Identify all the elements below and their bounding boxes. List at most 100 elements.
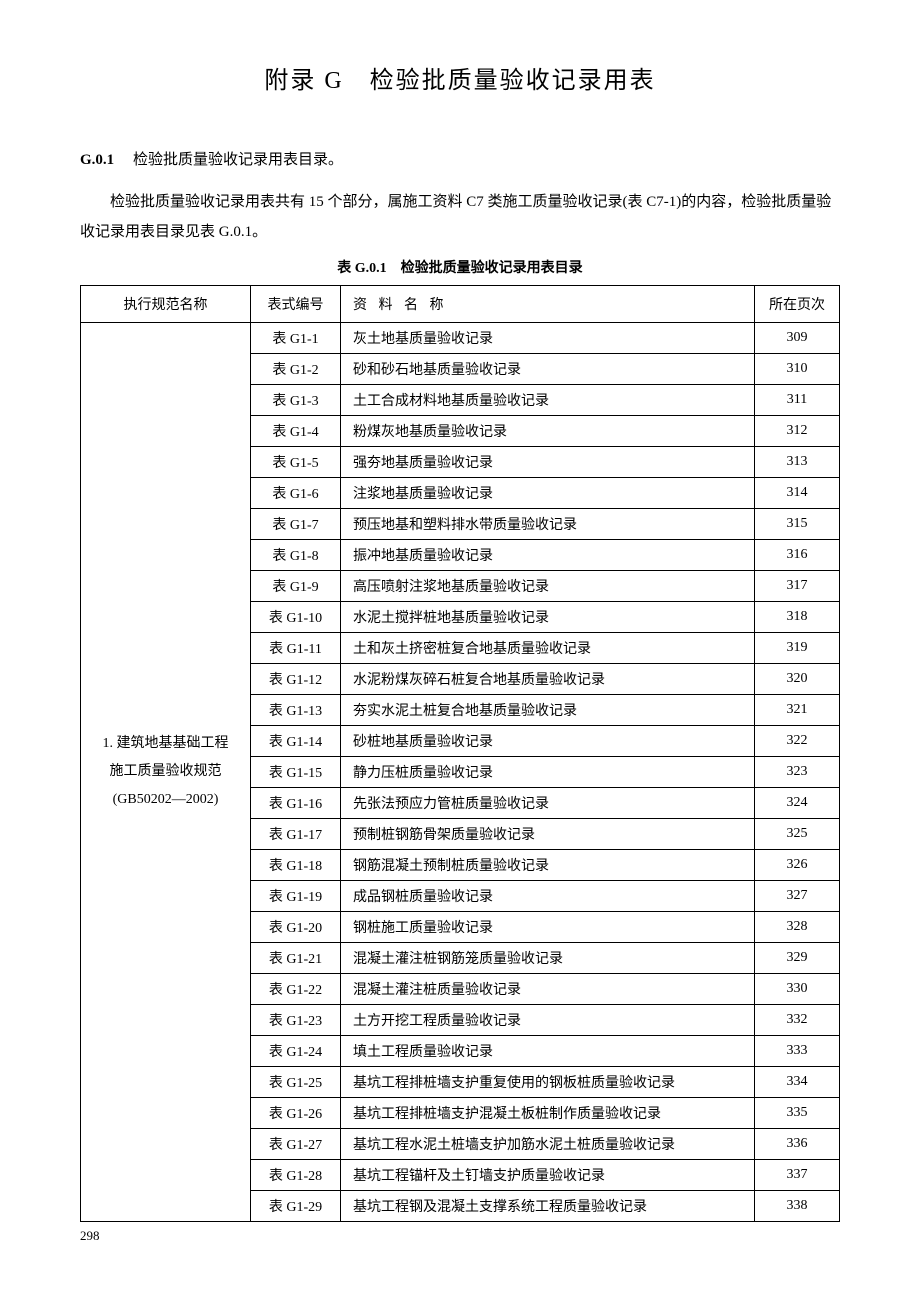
page-ref-cell: 310 [755, 354, 840, 385]
page-ref-cell: 311 [755, 385, 840, 416]
form-number-cell: 表 G1-9 [251, 571, 341, 602]
page-ref-cell: 314 [755, 478, 840, 509]
doc-name-cell: 钢桩施工质量验收记录 [341, 912, 755, 943]
form-number-cell: 表 G1-17 [251, 819, 341, 850]
spec-line-1: 1. 建筑地基基础工程 [89, 730, 242, 758]
page-ref-cell: 334 [755, 1067, 840, 1098]
form-number-cell: 表 G1-8 [251, 540, 341, 571]
page-ref-cell: 333 [755, 1036, 840, 1067]
doc-name-cell: 土工合成材料地基质量验收记录 [341, 385, 755, 416]
page-ref-cell: 327 [755, 881, 840, 912]
doc-name-cell: 基坑工程排桩墙支护重复使用的钢板桩质量验收记录 [341, 1067, 755, 1098]
header-spec: 执行规范名称 [81, 286, 251, 323]
section-heading-text: 检验批质量验收记录用表目录。 [133, 152, 343, 168]
header-name: 资 料 名 称 [341, 286, 755, 323]
page-ref-cell: 317 [755, 571, 840, 602]
doc-name-cell: 砂桩地基质量验收记录 [341, 726, 755, 757]
doc-name-cell: 预制桩钢筋骨架质量验收记录 [341, 819, 755, 850]
doc-name-cell: 振冲地基质量验收记录 [341, 540, 755, 571]
form-number-cell: 表 G1-10 [251, 602, 341, 633]
form-number-cell: 表 G1-19 [251, 881, 341, 912]
page-ref-cell: 323 [755, 757, 840, 788]
page-number: 298 [80, 1228, 840, 1244]
page-ref-cell: 318 [755, 602, 840, 633]
doc-name-cell: 粉煤灰地基质量验收记录 [341, 416, 755, 447]
form-number-cell: 表 G1-27 [251, 1129, 341, 1160]
form-number-cell: 表 G1-16 [251, 788, 341, 819]
doc-name-cell: 基坑工程排桩墙支护混凝土板桩制作质量验收记录 [341, 1098, 755, 1129]
spec-name-cell: 1. 建筑地基基础工程施工质量验收规范(GB50202—2002) [81, 323, 251, 1222]
doc-name-cell: 钢筋混凝土预制桩质量验收记录 [341, 850, 755, 881]
form-number-cell: 表 G1-25 [251, 1067, 341, 1098]
page-ref-cell: 319 [755, 633, 840, 664]
page-ref-cell: 320 [755, 664, 840, 695]
doc-name-cell: 注浆地基质量验收记录 [341, 478, 755, 509]
form-number-cell: 表 G1-5 [251, 447, 341, 478]
section-heading: G.0.1 检验批质量验收记录用表目录。 [80, 145, 840, 175]
page-ref-cell: 313 [755, 447, 840, 478]
form-number-cell: 表 G1-29 [251, 1191, 341, 1222]
form-number-cell: 表 G1-15 [251, 757, 341, 788]
page-ref-cell: 309 [755, 323, 840, 354]
body-paragraph: 检验批质量验收记录用表共有 15 个部分，属施工资料 C7 类施工质量验收记录(… [80, 187, 840, 247]
form-number-cell: 表 G1-6 [251, 478, 341, 509]
doc-name-cell: 基坑工程钢及混凝土支撑系统工程质量验收记录 [341, 1191, 755, 1222]
doc-name-cell: 高压喷射注浆地基质量验收记录 [341, 571, 755, 602]
doc-name-cell: 混凝土灌注桩质量验收记录 [341, 974, 755, 1005]
page-ref-cell: 326 [755, 850, 840, 881]
form-number-cell: 表 G1-4 [251, 416, 341, 447]
form-number-cell: 表 G1-11 [251, 633, 341, 664]
form-number-cell: 表 G1-1 [251, 323, 341, 354]
spec-line-3: (GB50202—2002) [89, 786, 242, 814]
appendix-title: 附录 G 检验批质量验收记录用表 [80, 60, 840, 95]
page-ref-cell: 315 [755, 509, 840, 540]
page-ref-cell: 312 [755, 416, 840, 447]
form-number-cell: 表 G1-26 [251, 1098, 341, 1129]
form-number-cell: 表 G1-21 [251, 943, 341, 974]
page-ref-cell: 328 [755, 912, 840, 943]
header-page: 所在页次 [755, 286, 840, 323]
page-ref-cell: 324 [755, 788, 840, 819]
form-number-cell: 表 G1-12 [251, 664, 341, 695]
doc-name-cell: 混凝土灌注桩钢筋笼质量验收记录 [341, 943, 755, 974]
form-number-cell: 表 G1-2 [251, 354, 341, 385]
form-number-cell: 表 G1-23 [251, 1005, 341, 1036]
page-ref-cell: 335 [755, 1098, 840, 1129]
doc-name-cell: 强夯地基质量验收记录 [341, 447, 755, 478]
page-ref-cell: 332 [755, 1005, 840, 1036]
form-number-cell: 表 G1-20 [251, 912, 341, 943]
doc-name-cell: 先张法预应力管桩质量验收记录 [341, 788, 755, 819]
toc-table: 执行规范名称 表式编号 资 料 名 称 所在页次 1. 建筑地基基础工程施工质量… [80, 285, 840, 1222]
section-number: G.0.1 [80, 152, 114, 168]
page-ref-cell: 321 [755, 695, 840, 726]
doc-name-cell: 基坑工程锚杆及土钉墙支护质量验收记录 [341, 1160, 755, 1191]
page-ref-cell: 337 [755, 1160, 840, 1191]
table-row: 1. 建筑地基基础工程施工质量验收规范(GB50202—2002)表 G1-1灰… [81, 323, 840, 354]
page-ref-cell: 316 [755, 540, 840, 571]
form-number-cell: 表 G1-28 [251, 1160, 341, 1191]
form-number-cell: 表 G1-3 [251, 385, 341, 416]
page-ref-cell: 325 [755, 819, 840, 850]
form-number-cell: 表 G1-14 [251, 726, 341, 757]
doc-name-cell: 静力压桩质量验收记录 [341, 757, 755, 788]
page-ref-cell: 330 [755, 974, 840, 1005]
doc-name-cell: 水泥土搅拌桩地基质量验收记录 [341, 602, 755, 633]
doc-name-cell: 填土工程质量验收记录 [341, 1036, 755, 1067]
doc-name-cell: 灰土地基质量验收记录 [341, 323, 755, 354]
doc-name-cell: 土方开挖工程质量验收记录 [341, 1005, 755, 1036]
table-caption: 表 G.0.1 检验批质量验收记录用表目录 [80, 257, 840, 277]
header-form: 表式编号 [251, 286, 341, 323]
spec-line-2: 施工质量验收规范 [89, 758, 242, 786]
form-number-cell: 表 G1-13 [251, 695, 341, 726]
doc-name-cell: 水泥粉煤灰碎石桩复合地基质量验收记录 [341, 664, 755, 695]
doc-name-cell: 基坑工程水泥土桩墙支护加筋水泥土桩质量验收记录 [341, 1129, 755, 1160]
doc-name-cell: 夯实水泥土桩复合地基质量验收记录 [341, 695, 755, 726]
page-ref-cell: 338 [755, 1191, 840, 1222]
doc-name-cell: 成品钢桩质量验收记录 [341, 881, 755, 912]
form-number-cell: 表 G1-24 [251, 1036, 341, 1067]
form-number-cell: 表 G1-18 [251, 850, 341, 881]
form-number-cell: 表 G1-7 [251, 509, 341, 540]
page-ref-cell: 322 [755, 726, 840, 757]
doc-name-cell: 土和灰土挤密桩复合地基质量验收记录 [341, 633, 755, 664]
page-ref-cell: 329 [755, 943, 840, 974]
